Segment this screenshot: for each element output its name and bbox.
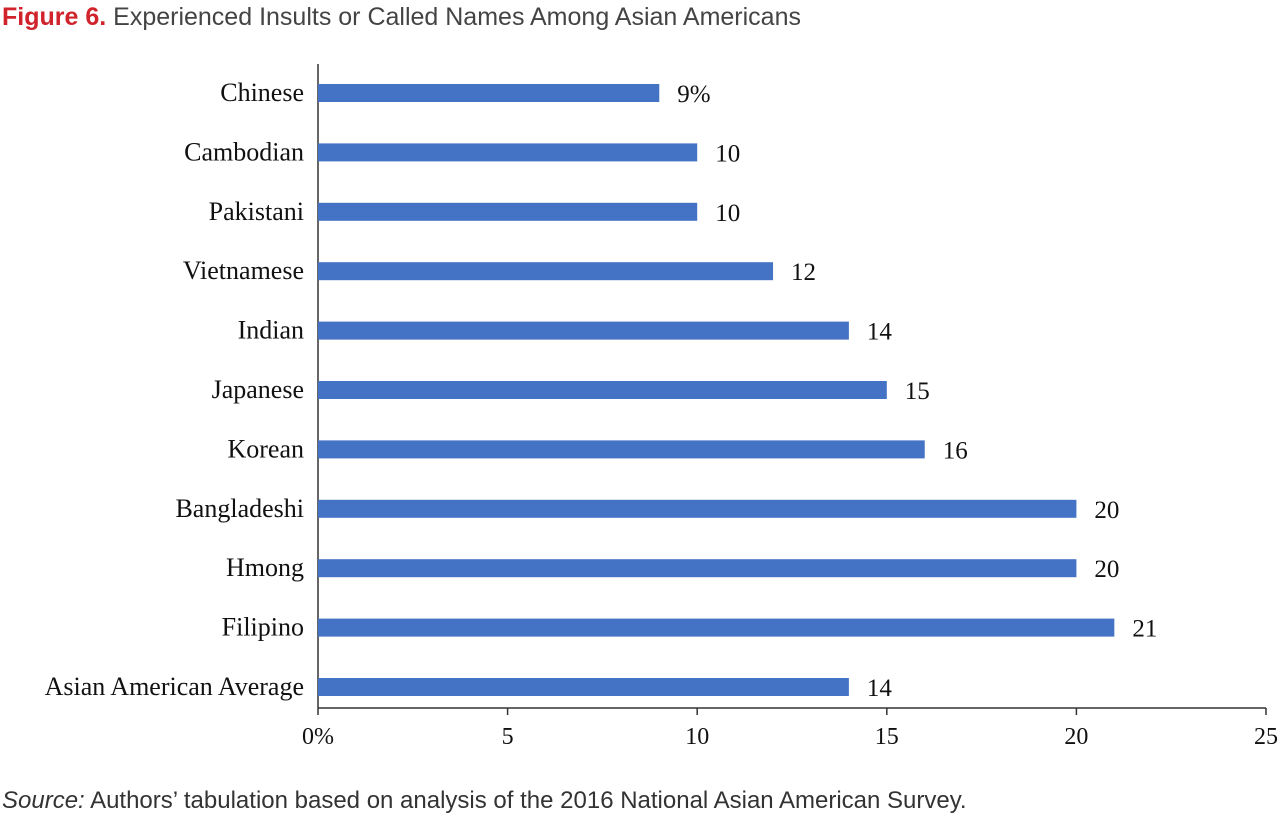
- chart-title: Figure 6. Experienced Insults or Called …: [2, 0, 801, 34]
- source-note: Source: Authors’ tabulation based on ana…: [2, 784, 967, 818]
- category-label: Chinese: [220, 78, 304, 107]
- data-label: 15: [905, 378, 930, 405]
- data-label: 20: [1094, 556, 1119, 583]
- bar: [318, 143, 698, 162]
- x-tick-label: 25: [1254, 724, 1278, 750]
- data-label: 16: [943, 437, 968, 464]
- x-tick-label: 0%: [302, 724, 334, 750]
- category-label: Hmong: [226, 553, 304, 582]
- category-label: Indian: [238, 316, 304, 345]
- bar: [318, 202, 698, 221]
- data-label: 9%: [677, 81, 710, 108]
- category-label: Japanese: [212, 375, 304, 404]
- bar: [318, 559, 1077, 578]
- category-label: Korean: [227, 434, 304, 463]
- bar: [318, 678, 849, 696]
- x-tick-label: 10: [685, 724, 709, 750]
- data-label: 14: [867, 675, 893, 702]
- x-tick-label: 15: [875, 724, 899, 750]
- bar: [318, 381, 887, 399]
- data-label: 12: [791, 259, 816, 286]
- category-label: Filipino: [222, 613, 304, 642]
- bar: [318, 84, 660, 102]
- bar-chart: 0% 5 10 15 20 25 Chinese 9% Cambodian 10 Pakistani…: [45, 64, 1278, 750]
- data-label: 20: [1094, 497, 1119, 524]
- source-label: Source:: [2, 787, 85, 814]
- category-label: Bangladeshi: [175, 494, 304, 523]
- data-label: 21: [1132, 616, 1157, 643]
- bar: [318, 440, 925, 459]
- bar: [318, 499, 1077, 518]
- category-label: Cambodian: [184, 137, 304, 166]
- data-label: 14: [867, 319, 893, 346]
- bar: [318, 262, 774, 281]
- bar: [318, 321, 849, 340]
- source-text: Authors’ tabulation based on analysis of…: [90, 787, 967, 814]
- data-label: 10: [715, 140, 740, 167]
- bar: [318, 618, 1115, 637]
- figure-label: Figure 6.: [2, 3, 107, 31]
- chart-title-text: Experienced Insults or Called Names Amon…: [113, 3, 801, 31]
- x-tick-label: 5: [502, 724, 514, 750]
- category-label: Vietnamese: [183, 256, 304, 285]
- data-label: 10: [715, 200, 740, 227]
- category-label: Pakistani: [209, 197, 304, 226]
- x-tick-label: 20: [1064, 724, 1088, 750]
- category-label: Asian American Average: [45, 672, 304, 701]
